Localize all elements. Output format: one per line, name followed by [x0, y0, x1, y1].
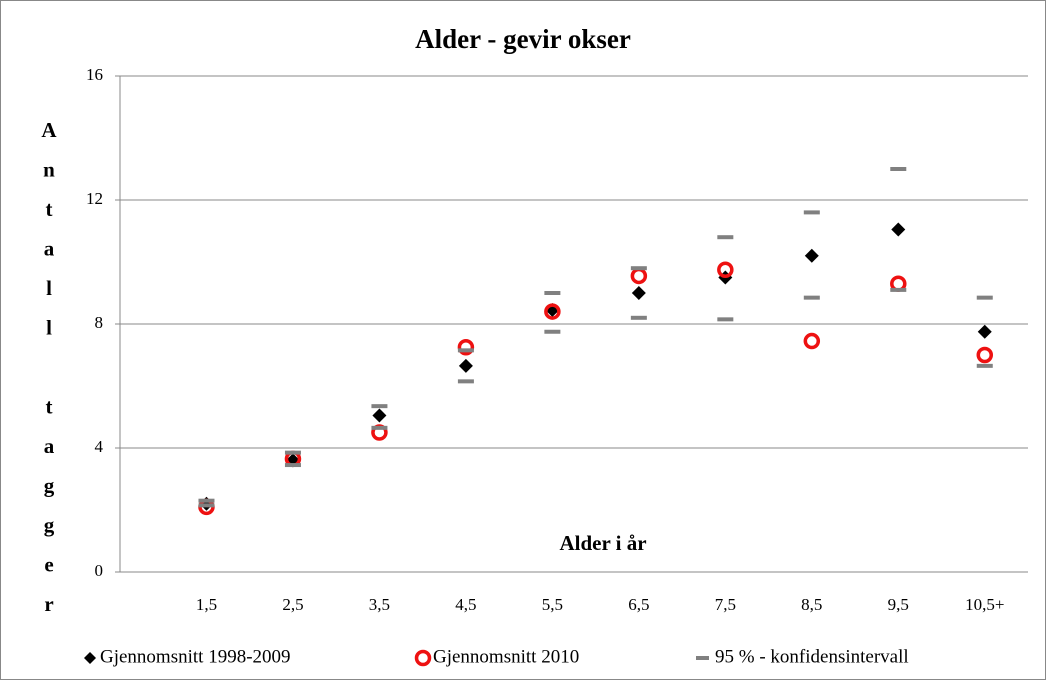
dash-marker: [198, 503, 215, 508]
dash-marker: [284, 450, 301, 455]
dash-marker: [717, 317, 734, 322]
x-axis-title: Alder i år: [559, 531, 646, 555]
x-tick-label: 4,5: [455, 595, 476, 614]
dash-marker: [890, 287, 907, 292]
circle-marker: [976, 346, 994, 364]
dash-marker: [544, 329, 561, 334]
dash-marker: [198, 498, 215, 503]
dash-marker: [371, 425, 388, 430]
dash-marker: [630, 266, 647, 271]
dash-marker: [717, 235, 734, 240]
legend-item: 95 % - konfidensintervall: [696, 646, 909, 667]
diamond-marker: [458, 358, 473, 373]
dash-marker: [457, 379, 474, 384]
circle-marker: [457, 339, 475, 356]
legend-label: Gjennomsnitt 2010: [433, 646, 579, 667]
y-tick-label: 12: [86, 189, 103, 208]
x-tick-label: 8,5: [801, 595, 822, 614]
y-axis-title: Antall tagger: [37, 118, 61, 632]
x-tick-label: 5,5: [542, 595, 563, 614]
dash-marker: [803, 210, 820, 215]
x-tick-label: 3,5: [369, 595, 390, 614]
legend-label: 95 % - konfidensintervall: [715, 646, 909, 667]
dash-marker: [630, 315, 647, 320]
dash-marker: [457, 348, 474, 353]
dash-marker: [890, 167, 907, 171]
x-tick-label: 7,5: [715, 595, 736, 614]
legend-item: Gjennomsnitt 2010: [414, 646, 579, 667]
circle-marker: [803, 332, 821, 350]
diamond-marker: [372, 408, 387, 423]
y-tick-label: 16: [86, 65, 103, 84]
dash-marker: [696, 656, 709, 660]
y-tick-label: 4: [95, 437, 104, 456]
circle-marker: [717, 261, 734, 278]
x-tick-label: 1,5: [196, 595, 217, 614]
dash-marker: [544, 291, 561, 295]
legend-item: Gjennomsnitt 1998-2009: [84, 646, 291, 667]
x-tick-label: 10,5+: [965, 595, 1004, 614]
x-tick-label: 2,5: [282, 595, 303, 614]
circle-marker: [414, 649, 432, 667]
circle-marker: [544, 303, 561, 320]
y-tick-label: 0: [95, 561, 104, 580]
y-tick-label: 8: [95, 313, 104, 332]
dash-marker: [371, 404, 388, 409]
diamond-marker: [631, 286, 646, 300]
diamond-marker: [804, 248, 819, 263]
legend-label: Gjennomsnitt 1998-2009: [100, 646, 291, 667]
dash-marker: [284, 463, 301, 468]
dash-marker: [976, 295, 993, 300]
x-tick-label: 6,5: [628, 595, 649, 614]
x-tick-label: 9,5: [888, 595, 909, 614]
dash-marker: [976, 363, 993, 368]
diamond-marker: [891, 222, 906, 237]
diamond-marker: [977, 324, 992, 339]
diamond-marker: [84, 652, 96, 664]
chart-title: Alder - gevir okser: [415, 24, 631, 54]
dash-marker: [803, 295, 820, 300]
